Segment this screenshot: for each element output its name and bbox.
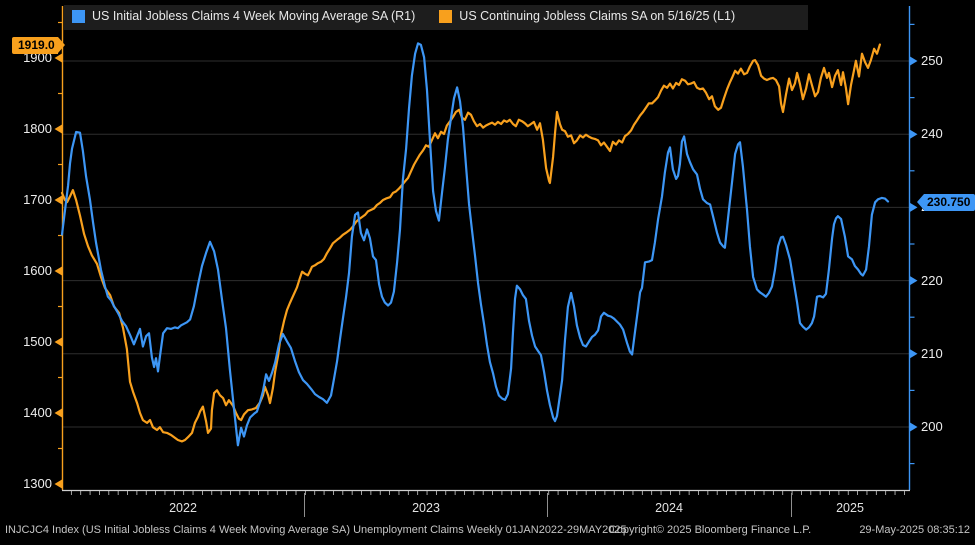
left-axis-tick-label: 1300 xyxy=(23,476,52,491)
footer-security-info: INJCJC4 Index (US Initial Jobless Claims… xyxy=(5,524,627,536)
last-value-badge-continuing-claims: 1919.0 xyxy=(12,37,65,54)
left-axis-tick-arrow xyxy=(54,124,62,134)
left-axis-tick-arrow xyxy=(54,408,62,418)
left-axis-tick-arrow xyxy=(54,53,62,63)
right-axis-tick-label: 200 xyxy=(921,419,943,434)
x-axis-year-label: 2023 xyxy=(412,501,440,515)
last-value-badge-initial-claims: 230.750 xyxy=(916,194,975,211)
year-separator xyxy=(304,493,305,517)
right-axis-tick-label: 240 xyxy=(921,126,943,141)
left-axis-tick-arrow xyxy=(54,266,62,276)
left-axis-tick-label: 1400 xyxy=(23,405,52,420)
right-axis-tick-label: 250 xyxy=(921,53,943,68)
chart-legend: US Initial Jobless Claims 4 Week Moving … xyxy=(72,9,735,23)
legend-label: US Initial Jobless Claims 4 Week Moving … xyxy=(92,9,416,23)
right-axis-tick-arrow xyxy=(910,422,918,432)
footer-copyright: Copyright© 2025 Bloomberg Finance L.P. xyxy=(608,524,812,536)
right-axis-tick-arrow xyxy=(910,202,918,212)
left-axis-tick-label: 1600 xyxy=(23,263,52,278)
left-axis-tick-label: 1500 xyxy=(23,334,52,349)
right-axis-tick-arrow xyxy=(910,276,918,286)
left-axis-tick-arrow xyxy=(54,195,62,205)
x-axis-year-label: 2025 xyxy=(836,501,864,515)
right-axis-tick-arrow xyxy=(910,349,918,359)
right-axis-tick-arrow xyxy=(910,56,918,66)
blue-series-swatch-icon xyxy=(72,9,85,23)
year-separator xyxy=(791,493,792,517)
legend-item-continuing-claims[interactable]: US Continuing Jobless Claims SA on 5/16/… xyxy=(439,9,735,23)
legend-item-initial-claims[interactable]: US Initial Jobless Claims 4 Week Moving … xyxy=(72,9,415,23)
left-axis-tick-label: 1800 xyxy=(23,121,52,136)
left-axis-tick-arrow xyxy=(54,479,62,489)
right-axis-tick-arrow xyxy=(910,129,918,139)
legend-band xyxy=(64,5,808,30)
series-line-continuing-claims xyxy=(60,43,882,443)
left-axis-tick-label: 1700 xyxy=(23,192,52,207)
left-axis-tick-arrow xyxy=(54,337,62,347)
footer-timestamp: 29-May-2025 08:35:12 xyxy=(859,524,970,536)
orange-series-swatch-icon xyxy=(439,9,453,23)
x-axis-year-label: 2022 xyxy=(169,501,197,515)
right-axis-tick-label: 220 xyxy=(921,273,943,288)
year-separator xyxy=(547,493,548,517)
right-axis-tick-label: 210 xyxy=(921,346,943,361)
series-line-initial-claims xyxy=(60,42,890,447)
x-axis-year-label: 2024 xyxy=(655,501,683,515)
legend-label: US Continuing Jobless Claims SA on 5/16/… xyxy=(459,9,736,23)
